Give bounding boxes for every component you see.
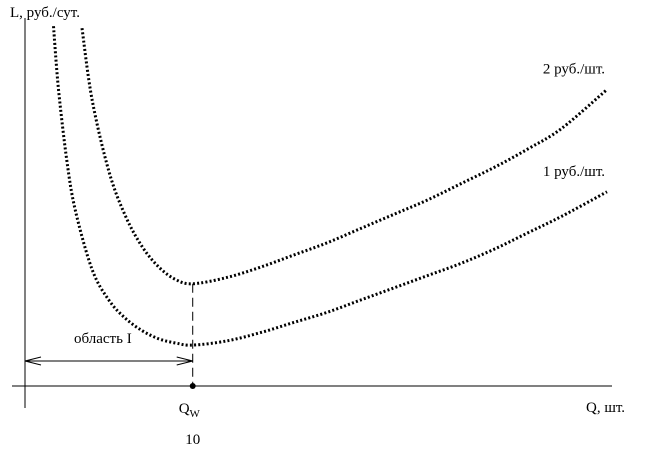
region-arrowhead-left xyxy=(24,356,42,366)
axes xyxy=(12,18,612,408)
series-line-2 xyxy=(52,26,608,347)
series-line-1 xyxy=(80,27,608,286)
marker-label-main: Q xyxy=(179,401,190,417)
region-label: область I xyxy=(74,331,132,347)
series-label-1: 2 руб./шт. xyxy=(543,62,605,78)
marker-point xyxy=(189,383,196,389)
x-axis-label: Q, шт. xyxy=(586,400,625,416)
region-arrowhead-right xyxy=(176,356,193,366)
marker-label: QW xyxy=(179,401,201,420)
series-layer: 2 руб./шт. 1 руб./шт. xyxy=(52,26,608,347)
marker-value-label: 10 xyxy=(185,432,200,448)
series-label-2: 1 руб./шт. xyxy=(543,164,605,180)
y-axis-label: L, руб./сут. xyxy=(10,5,80,21)
region-arrow xyxy=(24,356,193,366)
marker-label-sub: W xyxy=(190,408,201,420)
